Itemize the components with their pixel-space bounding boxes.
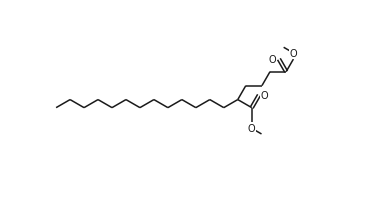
Text: O: O <box>261 91 269 101</box>
Text: O: O <box>248 123 256 133</box>
Text: O: O <box>269 55 276 65</box>
Text: O: O <box>290 49 297 59</box>
